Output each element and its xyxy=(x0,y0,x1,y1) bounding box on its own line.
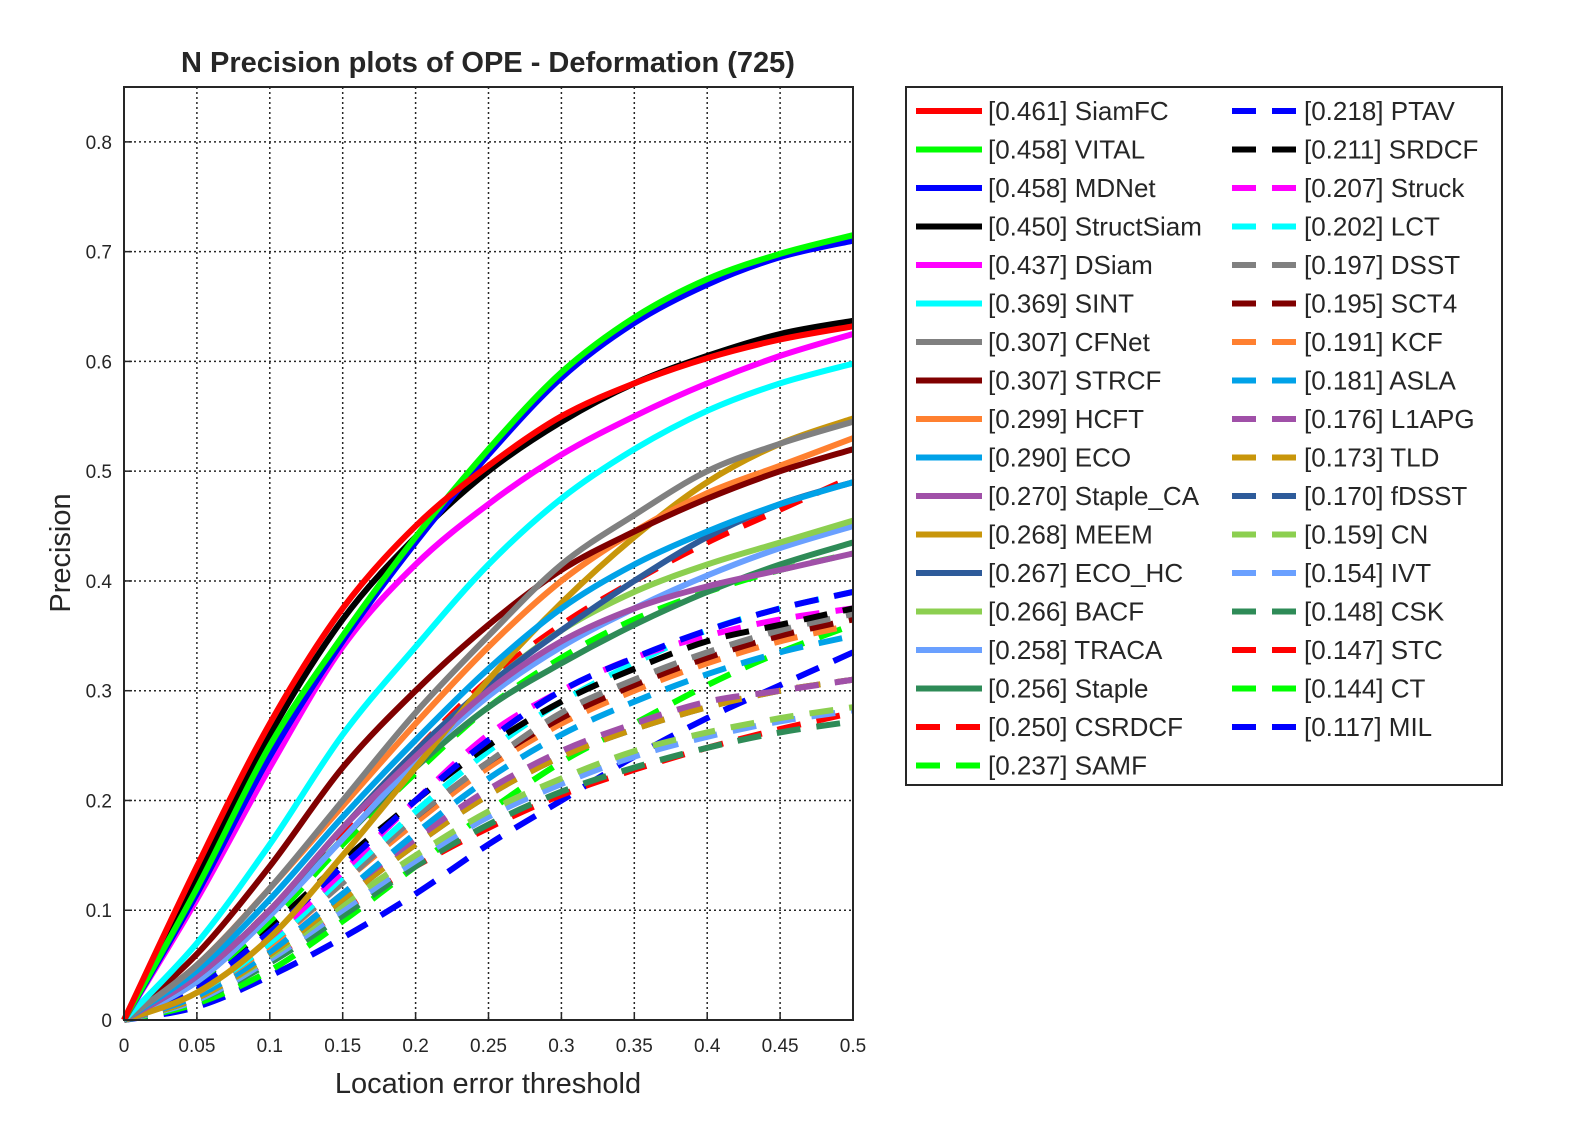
legend-label: [0.197] DSST xyxy=(1304,250,1460,280)
y-tick-labels: 0 0.1 0.2 0.3 0.4 0.5 0.6 0.7 0.8 xyxy=(86,133,113,1032)
x-tick-label: 0.45 xyxy=(762,1036,799,1057)
grid xyxy=(123,87,854,1021)
legend-label: [0.267] ECO_HC xyxy=(988,558,1183,588)
legend-label: [0.307] STRCF xyxy=(988,366,1161,396)
series-line xyxy=(121,323,854,1022)
legend-label: [0.154] IVT xyxy=(1304,558,1431,588)
y-tick-label: 0.7 xyxy=(86,243,112,264)
legend: [0.461] SiamFC [0.458] VITAL [0.458] MDNet… xyxy=(905,86,1503,786)
legend-label: [0.307] CFNet xyxy=(988,327,1151,357)
series-line xyxy=(123,649,855,1023)
plot-frame xyxy=(123,86,854,1021)
y-tick-label: 0.4 xyxy=(86,572,113,593)
chart-title: N Precision plots of OPE - Deformation (… xyxy=(181,47,795,79)
legend-label: [0.159] CN xyxy=(1304,520,1428,550)
series-line xyxy=(122,588,854,1023)
legend-label: [0.170] fDSST xyxy=(1304,481,1467,511)
series-line xyxy=(122,418,854,1023)
legend-label: [0.181] ASLA xyxy=(1304,366,1456,396)
y-tick-label: 0.3 xyxy=(86,682,112,703)
x-tick-label: 0.05 xyxy=(178,1036,215,1057)
legend-label: [0.299] HCFT xyxy=(988,404,1144,434)
legend-label: [0.173] TLD xyxy=(1304,443,1439,473)
legend-label: [0.237] SAMF xyxy=(988,751,1147,781)
legend-label: [0.256] Staple xyxy=(988,674,1148,704)
series-line xyxy=(122,605,854,1023)
y-axis-label: Precision xyxy=(45,493,77,612)
legend-label: [0.211] SRDCF xyxy=(1304,135,1478,165)
legend-box xyxy=(905,86,1503,786)
legend-label: [0.250] CSRDCF xyxy=(988,712,1183,742)
y-tick-label: 0.5 xyxy=(86,462,112,483)
series-lines xyxy=(121,232,855,1023)
series-line xyxy=(123,632,854,1023)
legend-label: [0.117] MIL xyxy=(1304,712,1432,742)
x-tick-labels: 0 0.05 0.1 0.15 0.2 0.25 0.3 0.35 0.4 0.45 0.5 xyxy=(119,1036,867,1057)
legend-label: [0.176] L1APG xyxy=(1304,404,1475,434)
series-line xyxy=(123,621,855,1023)
x-tick-label: 0 xyxy=(119,1036,130,1057)
y-tick-label: 0.1 xyxy=(86,901,112,922)
legend-label: [0.258] TRACA xyxy=(988,635,1163,665)
legend-label: [0.144] CT xyxy=(1304,674,1426,704)
y-tick-label: 0.2 xyxy=(86,791,112,812)
series-line xyxy=(122,415,854,1023)
x-tick-label: 0.3 xyxy=(548,1036,574,1057)
series-line xyxy=(122,523,854,1023)
x-tick-label: 0.5 xyxy=(840,1036,866,1057)
legend-label: [0.458] MDNet xyxy=(988,173,1156,203)
legend-label: [0.369] SINT xyxy=(988,289,1134,319)
legend-label: [0.148] CSK xyxy=(1304,597,1445,627)
series-line xyxy=(122,550,854,1023)
legend-label: [0.207] Struck xyxy=(1304,173,1465,203)
legend-label: [0.218] PTAV xyxy=(1304,96,1455,126)
x-tick-label: 0.4 xyxy=(694,1036,721,1057)
x-tick-label: 0.15 xyxy=(324,1036,361,1057)
legend-label: [0.147] STC xyxy=(1304,635,1443,665)
legend-label: [0.461] SiamFC xyxy=(988,96,1169,126)
y-tick-label: 0.8 xyxy=(86,133,112,154)
legend-label: [0.290] ECO xyxy=(988,443,1131,473)
legend-label: [0.437] DSiam xyxy=(988,250,1153,280)
x-tick-label: 0.2 xyxy=(402,1036,428,1057)
legend-label: [0.268] MEEM xyxy=(988,520,1153,550)
series-line xyxy=(121,360,854,1023)
series-line xyxy=(122,479,854,1023)
legend-label: [0.195] SCT4 xyxy=(1304,289,1457,319)
legend-label: [0.191] KCF xyxy=(1304,327,1443,357)
legend-label: [0.450] StructSiam xyxy=(988,212,1202,242)
y-tick-label: 0.6 xyxy=(86,352,112,373)
legend-label: [0.458] VITAL xyxy=(988,135,1145,165)
series-line xyxy=(121,331,854,1022)
x-tick-label: 0.35 xyxy=(616,1036,653,1057)
x-tick-label: 0.25 xyxy=(470,1036,507,1057)
legend-label: [0.202] LCT xyxy=(1304,212,1440,242)
y-tick-label: 0 xyxy=(101,1011,112,1032)
x-tick-label: 0.1 xyxy=(257,1036,283,1057)
x-axis-label: Location error threshold xyxy=(335,1068,641,1100)
legend-label: [0.270] Staple_CA xyxy=(988,481,1200,511)
legend-label: [0.266] BACF xyxy=(988,597,1144,627)
series-line xyxy=(121,446,854,1023)
